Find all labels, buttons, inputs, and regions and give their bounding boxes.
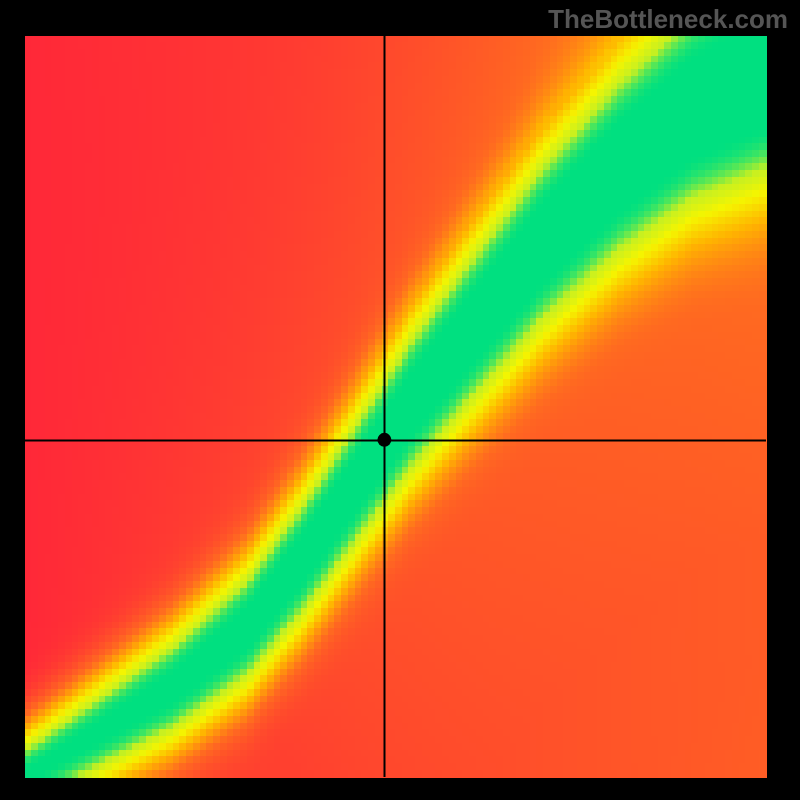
heatmap-canvas	[0, 0, 800, 800]
watermark-text: TheBottleneck.com	[548, 4, 788, 35]
chart-container: TheBottleneck.com	[0, 0, 800, 800]
heatmap-plot	[0, 0, 800, 800]
